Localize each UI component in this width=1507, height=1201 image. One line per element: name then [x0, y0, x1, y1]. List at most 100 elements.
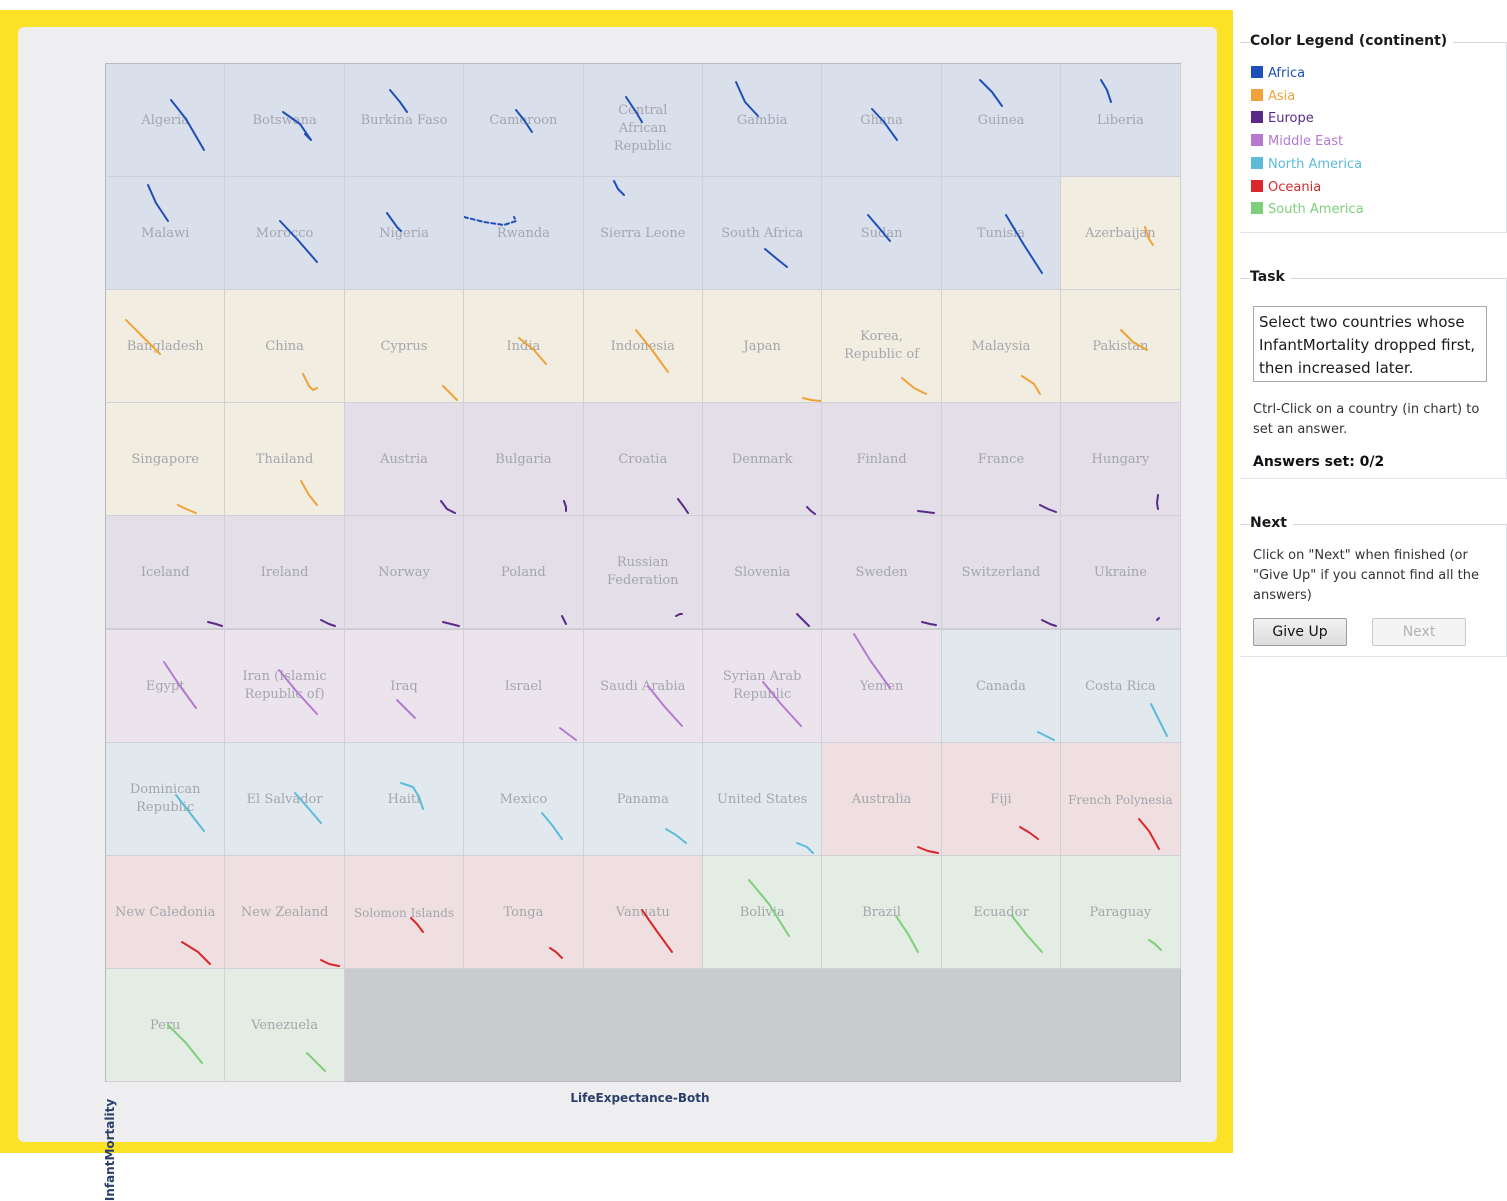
country-cell[interactable]: Pakistan — [1061, 290, 1181, 404]
country-cell[interactable]: Austria — [344, 403, 465, 517]
country-cell[interactable]: Finland — [822, 403, 942, 517]
country-cell[interactable]: Botswana — [225, 64, 345, 178]
trajectory-line — [518, 337, 548, 366]
country-cell[interactable]: Ecuador — [941, 855, 1062, 969]
country-cell[interactable]: Vanuatu — [583, 855, 703, 969]
country-cell[interactable]: Tunisia — [941, 177, 1062, 291]
trajectory-line — [181, 940, 211, 965]
country-cell[interactable]: Paraguay — [1061, 855, 1181, 969]
country-cell[interactable]: Saudi Arabia — [583, 629, 703, 743]
country-cell[interactable]: France — [941, 403, 1062, 517]
country-cell[interactable]: Algeria — [106, 64, 226, 178]
country-cell[interactable]: Guinea — [941, 64, 1062, 178]
country-cell[interactable]: Iraq — [344, 629, 465, 743]
country-cell[interactable]: Switzerland — [941, 516, 1062, 630]
country-cell[interactable]: Tonga — [464, 855, 584, 969]
country-cell[interactable]: Mexico — [464, 742, 584, 856]
give-up-button[interactable]: Give Up — [1253, 618, 1347, 646]
country-cell[interactable]: Korea, Republic of — [822, 290, 942, 404]
trajectory-chart — [1156, 494, 1160, 511]
trajectory-chart — [561, 615, 568, 626]
country-cell[interactable]: Ghana — [822, 64, 942, 178]
country-cell[interactable]: El Salvador — [225, 742, 345, 856]
trajectory-line — [409, 916, 424, 933]
country-cell[interactable]: Thailand — [225, 403, 345, 517]
country-cell[interactable]: Gambia — [703, 64, 823, 178]
country-cell[interactable]: Brazil — [822, 855, 942, 969]
country-cell[interactable]: South Africa — [703, 177, 823, 291]
country-cell[interactable]: Cyprus — [344, 290, 465, 404]
country-cell[interactable]: Dominican Republic — [106, 742, 226, 856]
country-cell[interactable]: Croatia — [583, 403, 703, 517]
country-cell[interactable]: Rwanda — [464, 177, 584, 291]
country-cell[interactable]: Costa Rica — [1061, 629, 1181, 743]
country-cell[interactable]: Morocco — [225, 177, 345, 291]
country-cell[interactable]: Central African Republic — [583, 64, 703, 178]
country-cell[interactable]: Liberia — [1061, 64, 1181, 178]
country-cell[interactable]: Canada — [941, 629, 1062, 743]
trajectory-chart — [1150, 702, 1169, 737]
answers-value: 0/2 — [1359, 454, 1385, 470]
country-cell[interactable]: Yemen — [822, 629, 942, 743]
country-cell[interactable]: Ukraine — [1061, 516, 1181, 630]
country-cell[interactable]: Australia — [822, 742, 942, 856]
country-cell[interactable]: Peru — [106, 968, 226, 1082]
country-cell[interactable]: India — [464, 290, 584, 404]
next-button[interactable]: Next — [1372, 618, 1466, 646]
country-cell[interactable]: Fiji — [941, 742, 1062, 856]
country-cell[interactable]: Bangladesh — [106, 290, 226, 404]
country-cell[interactable]: United States — [703, 742, 823, 856]
country-cell[interactable]: Ireland — [225, 516, 345, 630]
legend-swatch — [1251, 202, 1263, 215]
trajectory-line — [294, 791, 323, 824]
trajectory-line — [624, 96, 643, 123]
country-cell[interactable]: Egypt — [106, 629, 226, 743]
country-cell[interactable]: Japan — [703, 290, 823, 404]
country-cell[interactable]: China — [225, 290, 345, 404]
country-cell[interactable]: Azerbaijan — [1061, 177, 1181, 291]
country-cell[interactable]: Malaysia — [941, 290, 1062, 404]
trajectory-chart — [541, 811, 564, 840]
legend-label: Oceania — [1268, 179, 1322, 195]
country-cell[interactable]: Sweden — [822, 516, 942, 630]
trajectory-line — [917, 510, 936, 515]
country-cell[interactable]: Russian Federation — [583, 516, 703, 630]
country-cell[interactable]: Solomon Islands — [344, 855, 465, 969]
country-cell[interactable]: Nigeria — [344, 177, 465, 291]
country-cell[interactable]: Sierra Leone — [583, 177, 703, 291]
country-cell[interactable]: Iceland — [106, 516, 226, 630]
country-cell[interactable]: Burkina Faso — [344, 64, 465, 178]
country-cell[interactable]: Syrian Arab Republic — [703, 629, 823, 743]
next-divider — [1240, 524, 1506, 525]
country-cell[interactable]: Norway — [344, 516, 465, 630]
country-cell[interactable]: Bulgaria — [464, 403, 584, 517]
trajectory-line — [806, 506, 816, 516]
country-cell[interactable]: Venezuela — [225, 968, 345, 1082]
trajectory-line — [1138, 817, 1161, 850]
task-divider — [1240, 278, 1506, 279]
country-cell[interactable]: Panama — [583, 742, 703, 856]
country-cell[interactable]: Cameroon — [464, 64, 584, 178]
country-cell[interactable]: French Polynesia — [1061, 742, 1181, 856]
trajectory-line — [282, 111, 313, 141]
trajectory-line — [1148, 938, 1163, 951]
trajectory-line — [439, 500, 456, 515]
country-cell[interactable]: Bolivia — [703, 855, 823, 969]
country-cell[interactable]: Poland — [464, 516, 584, 630]
country-cell[interactable]: Indonesia — [583, 290, 703, 404]
country-cell[interactable]: Malawi — [106, 177, 226, 291]
country-cell[interactable]: Iran (Islamic Republic of) — [225, 629, 345, 743]
country-cell[interactable]: Sudan — [822, 177, 942, 291]
country-cell[interactable]: New Caledonia — [106, 855, 226, 969]
country-cell[interactable]: Israel — [464, 629, 584, 743]
country-cell[interactable]: Singapore — [106, 403, 226, 517]
country-cell[interactable]: Denmark — [703, 403, 823, 517]
trajectory-chart — [676, 498, 689, 515]
country-cell[interactable]: Hungary — [1061, 403, 1181, 517]
trajectory-line — [320, 958, 341, 967]
country-cell[interactable]: New Zealand — [225, 855, 345, 969]
country-cell[interactable]: Haiti — [344, 742, 465, 856]
trajectory-line — [634, 329, 669, 374]
trajectory-line — [320, 619, 337, 628]
country-cell[interactable]: Slovenia — [703, 516, 823, 630]
